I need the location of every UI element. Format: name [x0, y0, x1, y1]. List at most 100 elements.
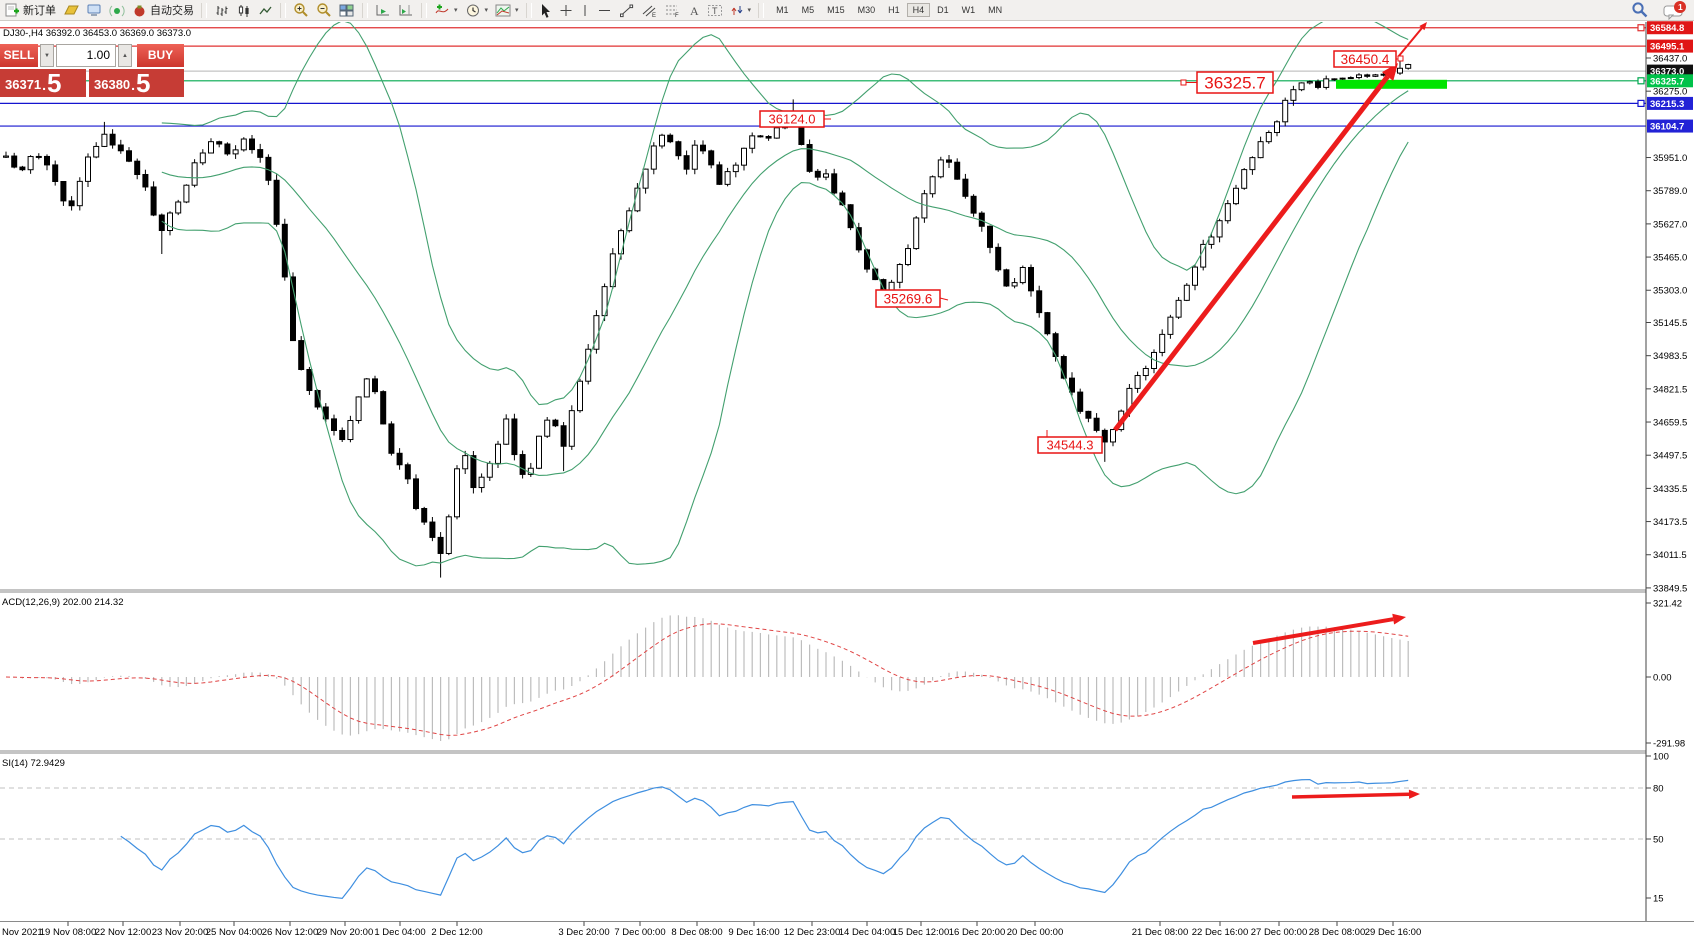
- macd-pane[interactable]: [5, 615, 1409, 741]
- chevron-down-icon[interactable]: ▾: [747, 7, 752, 14]
- timeframe-H1[interactable]: H1: [888, 5, 900, 15]
- text-icon: A: [687, 3, 700, 18]
- sell-button[interactable]: SELL: [0, 44, 38, 67]
- zoom-in-icon: [293, 2, 309, 18]
- templates-button[interactable]: ▾: [492, 1, 522, 19]
- indicators-button[interactable]: ▾: [431, 1, 461, 19]
- svg-text:2 Dec 12:00: 2 Dec 12:00: [431, 927, 482, 938]
- tile-windows-button[interactable]: [336, 1, 358, 19]
- svg-text:35145.5: 35145.5: [1653, 318, 1687, 329]
- notifications-button[interactable]: 1: [1660, 0, 1690, 20]
- search-icon: [1631, 1, 1649, 19]
- timeframe-M1[interactable]: M1: [776, 5, 789, 15]
- toolbar-separator: [758, 2, 765, 18]
- ask-price-button[interactable]: 36380. 5: [89, 69, 184, 97]
- line-chart-button[interactable]: [255, 1, 276, 19]
- horizontal-line-button[interactable]: [594, 1, 615, 19]
- svg-text:27 Dec 00:00: 27 Dec 00:00: [1251, 927, 1308, 938]
- bid-price-main: 36371: [5, 77, 42, 92]
- zoom-in-button[interactable]: [290, 1, 312, 19]
- svg-text:8 Dec 08:00: 8 Dec 08:00: [671, 927, 722, 938]
- svg-text:36450.4: 36450.4: [1341, 52, 1390, 67]
- arrows-button[interactable]: ▾: [727, 1, 755, 19]
- svg-text:321.42: 321.42: [1653, 599, 1682, 610]
- support-zone[interactable]: [1336, 79, 1447, 89]
- rsi-pane[interactable]: [0, 778, 1646, 899]
- trend-arrow[interactable]: [1397, 27, 1423, 58]
- text-label-button[interactable]: T: [704, 1, 726, 19]
- timeframe-M30[interactable]: M30: [857, 5, 876, 15]
- trend-arrow[interactable]: [1291, 792, 1410, 799]
- main-pane[interactable]: [3, 15, 1448, 578]
- timeframe-D1[interactable]: D1: [937, 5, 949, 15]
- svg-text:34011.5: 34011.5: [1653, 550, 1687, 561]
- trendline-button[interactable]: [616, 1, 637, 19]
- toolbar-separator: [280, 2, 286, 18]
- timeframe-MN[interactable]: MN: [988, 5, 1003, 15]
- bar-chart-icon: [214, 3, 229, 18]
- market-watch-button[interactable]: [83, 1, 105, 19]
- timeframe-W1[interactable]: W1: [961, 5, 976, 15]
- cursor-button[interactable]: [536, 1, 555, 19]
- signals-button[interactable]: [106, 1, 128, 19]
- text-button[interactable]: A: [684, 1, 703, 19]
- svg-text:T: T: [712, 6, 718, 16]
- line-handle[interactable]: [1637, 99, 1645, 108]
- price-callout[interactable]: [1196, 71, 1274, 94]
- indicators-icon: [434, 3, 450, 18]
- chevron-down-icon[interactable]: ▾: [515, 7, 519, 14]
- bid-price-button[interactable]: 36371. 5: [0, 69, 86, 97]
- crosshair-button[interactable]: [556, 1, 576, 19]
- buy-button[interactable]: BUY: [137, 44, 184, 67]
- svg-text:35789.0: 35789.0: [1653, 186, 1687, 197]
- timeframe-M5[interactable]: M5: [801, 5, 815, 15]
- volume-up-button[interactable]: ▲: [118, 44, 132, 67]
- gold-ticket-button[interactable]: [60, 1, 82, 19]
- svg-text:22 Dec 16:00: 22 Dec 16:00: [1192, 927, 1249, 938]
- search-button[interactable]: [1628, 1, 1652, 19]
- svg-text:0.00: 0.00: [1653, 673, 1672, 684]
- volume-input[interactable]: 1.00: [56, 44, 116, 67]
- axis-price-badge: [1647, 39, 1693, 53]
- trend-arrow[interactable]: [1252, 617, 1394, 645]
- chevron-down-icon[interactable]: ▾: [454, 7, 458, 14]
- macd-signal-line: [5, 623, 1409, 736]
- chart-shift-button[interactable]: [395, 1, 417, 19]
- equidistant-channel-button[interactable]: E: [638, 1, 660, 19]
- price-axis[interactable]: 36437.0 36275.0 35951.0 35789.0 35627.0 35465…: [1645, 21, 1694, 921]
- rsi-label: SI(14) 72.9429: [2, 758, 65, 769]
- auto-scroll-button[interactable]: [372, 1, 394, 19]
- zoom-out-button[interactable]: [313, 1, 335, 19]
- chart-shift-icon: [398, 3, 414, 18]
- price-callout[interactable]: [1037, 436, 1103, 454]
- periods-button[interactable]: ▾: [462, 1, 492, 19]
- timeframe-M15[interactable]: M15: [827, 5, 845, 15]
- volume-down-button[interactable]: ▼: [40, 44, 54, 67]
- trend-arrow[interactable]: [1113, 74, 1390, 432]
- price-callout[interactable]: [875, 289, 941, 308]
- line-handle[interactable]: [1637, 77, 1645, 85]
- price-callout[interactable]: [1333, 50, 1397, 68]
- svg-text:E: E: [652, 13, 656, 18]
- chevron-down-icon[interactable]: ▾: [484, 7, 489, 14]
- svg-text:Nov 2021: Nov 2021: [2, 927, 43, 938]
- svg-text:12 Dec 23:00: 12 Dec 23:00: [784, 927, 841, 938]
- new-order-button[interactable]: 新订单: [2, 1, 59, 19]
- price-callout[interactable]: [759, 110, 825, 128]
- monitor-icon: [86, 3, 102, 18]
- vertical-line-icon: [580, 3, 590, 18]
- toolbar-separator: [421, 2, 427, 18]
- candlestick-button[interactable]: [233, 1, 254, 19]
- svg-text:A: A: [690, 4, 699, 18]
- line-handle[interactable]: [1637, 24, 1645, 32]
- svg-text:33849.5: 33849.5: [1653, 583, 1687, 594]
- fibonacci-button[interactable]: F: [661, 1, 683, 19]
- vertical-line-button[interactable]: [577, 1, 593, 19]
- svg-text:F: F: [675, 13, 679, 18]
- timeframe-H4[interactable]: H4: [906, 3, 931, 17]
- bar-chart-button[interactable]: [211, 1, 232, 19]
- svg-text:35465.0: 35465.0: [1653, 253, 1687, 264]
- autotrading-button[interactable]: 自动交易: [129, 1, 197, 19]
